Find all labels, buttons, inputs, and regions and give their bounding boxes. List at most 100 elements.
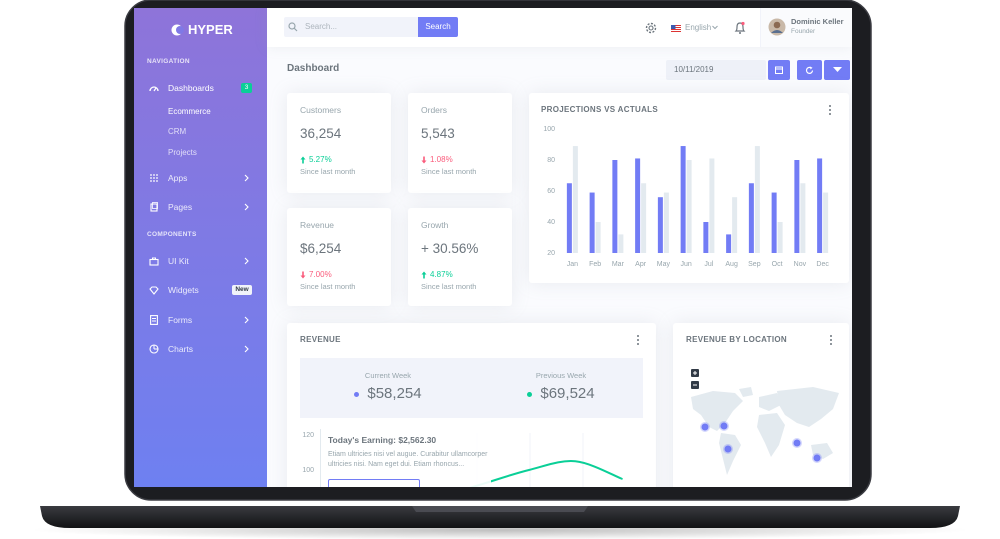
notification-icon[interactable] bbox=[734, 21, 746, 35]
logo-icon bbox=[171, 24, 184, 36]
arrow-down bbox=[421, 156, 427, 164]
bar bbox=[800, 183, 806, 253]
bar bbox=[612, 160, 618, 253]
refresh-icon bbox=[805, 66, 814, 74]
bar bbox=[748, 183, 754, 253]
y-tick-label: 80 bbox=[547, 157, 555, 164]
nav-item[interactable]: Apps bbox=[168, 173, 188, 183]
bar bbox=[618, 234, 624, 253]
language[interactable]: English bbox=[685, 23, 712, 32]
calendar-button[interactable] bbox=[768, 60, 790, 80]
stat-label: Customers bbox=[300, 105, 342, 115]
bar bbox=[771, 192, 777, 253]
brand[interactable]: HYPER bbox=[188, 22, 233, 37]
nav-item[interactable]: Widgets bbox=[168, 285, 199, 295]
avatar bbox=[768, 18, 786, 36]
legend-dot bbox=[354, 391, 360, 397]
nav-icon bbox=[150, 202, 158, 212]
tooltip: Today's Earning: $2,562.30 Etiam ultrici… bbox=[320, 429, 491, 487]
bar bbox=[635, 158, 641, 253]
stat-label: Growth bbox=[421, 220, 449, 230]
x-tick-label: Feb bbox=[589, 261, 601, 268]
stat-value: 5,543 bbox=[421, 126, 455, 141]
nav-icon bbox=[150, 174, 158, 182]
nav-item[interactable]: UI Kit bbox=[168, 256, 189, 266]
bar bbox=[777, 222, 783, 253]
tooltip-text: ultricies nisi. Nam eget dui. Etiam rhon… bbox=[328, 461, 465, 468]
stat-label: Orders bbox=[421, 105, 447, 115]
calendar-icon bbox=[775, 66, 783, 74]
arrow bbox=[300, 156, 306, 164]
world-map bbox=[691, 369, 839, 475]
settings-icon[interactable] bbox=[645, 22, 657, 34]
bar bbox=[680, 146, 686, 253]
bar bbox=[754, 146, 760, 253]
week-summary: Current Week $58,254 Previous Week $69,5… bbox=[300, 358, 643, 418]
bar bbox=[794, 160, 800, 253]
screen: HYPER NAVIGATION Dashboards 3 Ecommerce … bbox=[134, 8, 852, 487]
stat-card: Revenue $6,254 7.00% Since last month bbox=[287, 208, 391, 306]
y-tick-label: 120 bbox=[302, 432, 314, 439]
week-label: Previous Week bbox=[535, 371, 587, 380]
x-tick-label: Jul bbox=[704, 261, 713, 268]
x-tick-label: Jun bbox=[680, 261, 691, 268]
stat-value: 36,254 bbox=[300, 126, 342, 141]
nav-item[interactable]: Pages bbox=[168, 202, 193, 212]
date-input[interactable] bbox=[666, 60, 766, 80]
bar bbox=[657, 197, 663, 253]
arrow bbox=[300, 271, 306, 279]
arrow bbox=[421, 156, 427, 164]
card-menu[interactable] bbox=[828, 104, 832, 116]
legend-dot bbox=[527, 391, 533, 397]
bar bbox=[589, 192, 595, 253]
refresh-button[interactable] bbox=[797, 60, 822, 80]
nav-icon bbox=[149, 86, 159, 92]
bar bbox=[823, 192, 829, 253]
user-role: Founder bbox=[791, 28, 816, 35]
bar bbox=[817, 158, 823, 253]
bar bbox=[566, 183, 572, 253]
arrow bbox=[421, 271, 427, 279]
y-tick-label: 100 bbox=[302, 467, 314, 474]
nav-item[interactable]: Charts bbox=[168, 344, 194, 354]
y-tick-label: 100 bbox=[543, 126, 555, 133]
bar bbox=[572, 146, 578, 253]
revenue-card: REVENUE Current Week $58,254 Previous We… bbox=[287, 323, 656, 487]
nav-icon bbox=[150, 315, 158, 325]
stat-value: $6,254 bbox=[300, 241, 342, 256]
week-value-row: $58,254 bbox=[300, 385, 476, 403]
nav-item[interactable]: Dashboards bbox=[168, 83, 214, 93]
bar bbox=[703, 222, 709, 253]
sub-nav-item[interactable]: Ecommerce bbox=[168, 107, 211, 116]
arrow-up bbox=[300, 156, 306, 164]
chevron bbox=[244, 316, 249, 324]
stat-change: 7.00% bbox=[309, 270, 332, 279]
card-title: REVENUE bbox=[300, 335, 341, 344]
sub-nav-item[interactable]: CRM bbox=[168, 127, 187, 136]
card-menu[interactable] bbox=[636, 334, 640, 346]
sub-nav-item[interactable]: Projects bbox=[168, 148, 197, 157]
stat-card: Customers 36,254 5.27% Since last month bbox=[287, 93, 391, 193]
tooltip-button[interactable] bbox=[328, 479, 420, 487]
search-input[interactable] bbox=[284, 17, 418, 37]
bar bbox=[732, 197, 738, 253]
x-tick-label: Apr bbox=[635, 261, 647, 268]
x-tick-label: May bbox=[657, 261, 671, 268]
nav-icon bbox=[149, 286, 159, 295]
x-tick-label: Sep bbox=[748, 261, 761, 268]
section-title: COMPONENTS bbox=[147, 231, 197, 238]
bar bbox=[641, 183, 647, 253]
search-button[interactable]: Search bbox=[418, 17, 458, 37]
bar bbox=[686, 160, 692, 253]
tooltip-title: Today's Earning: $2,562.30 bbox=[328, 435, 437, 445]
y-tick-label: 60 bbox=[547, 188, 555, 195]
chevron bbox=[244, 174, 249, 182]
bar-chart: 20 40 60 80 100 Jan Feb Mar Apr May Jun Jul Aug Sep Oc… bbox=[543, 126, 829, 268]
caret bbox=[712, 25, 718, 30]
search-placeholder: Search... bbox=[305, 22, 338, 31]
stat-card: Growth + 30.56% 4.87% Since last month bbox=[408, 208, 512, 306]
flag-icon bbox=[671, 25, 681, 32]
nav-item[interactable]: Forms bbox=[168, 315, 193, 325]
arrow-up bbox=[421, 271, 427, 279]
card-menu[interactable] bbox=[829, 334, 833, 346]
